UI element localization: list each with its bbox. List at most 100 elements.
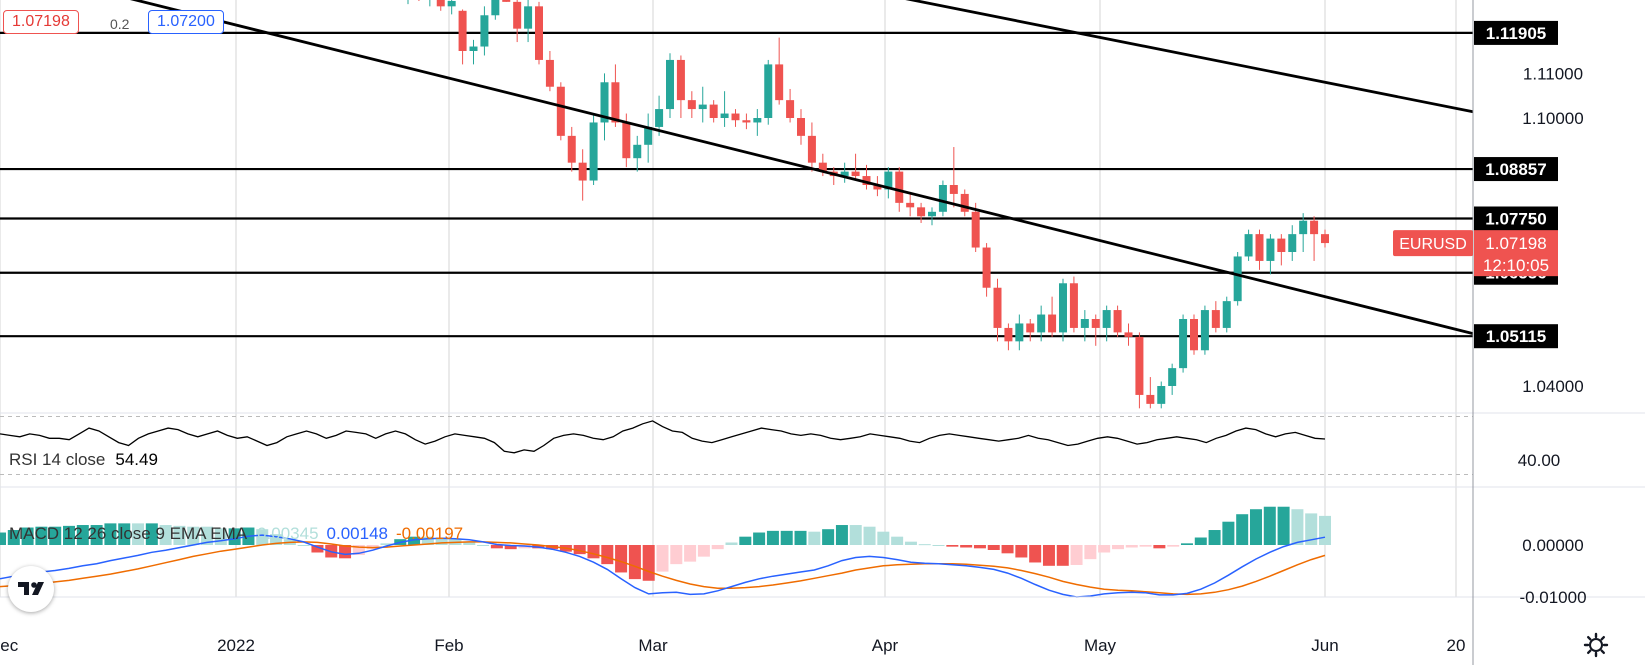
macd-histogram-bar bbox=[270, 534, 283, 545]
price-tick-label: 1.10000 bbox=[1522, 109, 1583, 128]
level-badge bbox=[1474, 20, 1558, 45]
trendline bbox=[129, 0, 1474, 335]
horizontal-levels[interactable] bbox=[0, 31, 1473, 338]
macd-histogram-bar bbox=[918, 544, 931, 546]
level-badge bbox=[1474, 206, 1558, 231]
macd-histogram-bar bbox=[187, 526, 200, 545]
time-axis[interactable]: Dec 2022 Feb Mar Apr May Jun 20 bbox=[0, 636, 1465, 655]
macd-histogram-bar bbox=[173, 525, 186, 545]
candle-body bbox=[622, 122, 631, 159]
macd-histogram-bar bbox=[201, 526, 214, 545]
macd-histogram-bar bbox=[1125, 545, 1138, 548]
candle-body bbox=[971, 211, 980, 248]
candle-body bbox=[873, 185, 882, 190]
time-tick-label: Mar bbox=[638, 636, 668, 655]
macd-histogram-value: 0.00345 bbox=[257, 524, 319, 543]
time-tick-label: Apr bbox=[872, 636, 899, 655]
macd-histogram-bar bbox=[435, 537, 448, 545]
candle-body bbox=[1102, 310, 1111, 328]
macd-histogram-bar bbox=[145, 523, 158, 545]
candle-body bbox=[982, 247, 991, 288]
macd-histogram-bar bbox=[628, 545, 641, 580]
candle-body bbox=[1266, 238, 1275, 261]
macd-histogram-bar bbox=[352, 545, 365, 555]
candle-body bbox=[1157, 386, 1166, 404]
candle-body bbox=[1211, 310, 1220, 328]
candle-body bbox=[1277, 238, 1286, 252]
candle-body bbox=[1299, 220, 1308, 235]
candle-body bbox=[524, 6, 533, 29]
time-tick-label: 2022 bbox=[217, 636, 255, 655]
macd-histogram-bar bbox=[932, 545, 945, 546]
candlesticks bbox=[407, 0, 1329, 409]
candle-body bbox=[600, 82, 609, 123]
candle-body bbox=[1222, 301, 1231, 328]
candle-body bbox=[611, 82, 620, 123]
candle-body bbox=[1179, 319, 1188, 369]
price-tick-label: 1.11000 bbox=[1523, 64, 1583, 83]
candle-body bbox=[1288, 234, 1297, 252]
macd-histogram-bar bbox=[90, 525, 103, 545]
candle-body bbox=[731, 113, 740, 121]
macd-histogram-bar bbox=[1070, 545, 1083, 565]
macd-histogram-bar bbox=[642, 545, 655, 581]
macd-histogram-bar bbox=[1029, 545, 1042, 563]
candle-body bbox=[753, 118, 762, 123]
gear-icon[interactable] bbox=[1583, 632, 1609, 658]
rsi-line bbox=[0, 420, 1326, 454]
candle-body bbox=[775, 64, 784, 101]
sell-price-button[interactable]: 1.07198 bbox=[3, 10, 79, 34]
candle-body bbox=[666, 59, 674, 110]
candle-body bbox=[545, 59, 554, 87]
macd-histogram-bar bbox=[656, 545, 669, 572]
macd-legend[interactable]: MACD 12 26 close 9 EMA EMA 0.00345 0.00148… bbox=[9, 524, 463, 544]
candle-body bbox=[556, 86, 565, 136]
tradingview-logo-icon[interactable] bbox=[8, 566, 54, 612]
countdown-label: 12:10:05 bbox=[1483, 256, 1549, 275]
candle-body bbox=[928, 211, 936, 217]
macd-histogram-bar bbox=[1153, 545, 1166, 549]
time-tick-label: Jun bbox=[1311, 636, 1338, 655]
price-axis[interactable]: 1.04000 1.10000 1.11000 1.11905 1.08857 1.077… bbox=[1393, 20, 1587, 607]
candle-body bbox=[458, 10, 467, 52]
macd-histogram-bar bbox=[408, 536, 421, 545]
candle-body bbox=[491, 0, 500, 16]
macd-histogram-bar bbox=[104, 523, 117, 545]
level-badge-label: 1.05115 bbox=[1486, 327, 1547, 346]
spread-value: 0.2 bbox=[110, 16, 130, 32]
macd-histogram-bar bbox=[1139, 545, 1152, 547]
macd-histogram-bar bbox=[822, 529, 835, 545]
rsi-legend[interactable]: RSI 14 close 54.49 bbox=[9, 450, 158, 470]
macd-histogram-bar bbox=[891, 536, 904, 545]
macd-signal-value: -0.00197 bbox=[396, 524, 464, 543]
macd-histogram-bar bbox=[159, 525, 172, 545]
candle-body bbox=[644, 126, 653, 145]
level-badge-label: 1.11905 bbox=[1486, 24, 1547, 43]
candle-body bbox=[1168, 368, 1177, 386]
macd-histogram-bar bbox=[1180, 543, 1193, 545]
buy-price-button[interactable]: 1.07200 bbox=[148, 10, 224, 34]
candle-body bbox=[578, 162, 587, 181]
candle-body bbox=[993, 287, 1002, 328]
candle-body bbox=[655, 109, 664, 127]
candle-body bbox=[698, 104, 707, 110]
macd-histogram-bar bbox=[490, 545, 503, 549]
candle-body bbox=[720, 113, 729, 118]
macd-tick-label: 0.00000 bbox=[1522, 536, 1583, 555]
macd-histogram-bar bbox=[987, 545, 1000, 550]
candle-body bbox=[1146, 394, 1155, 404]
trendlines[interactable] bbox=[0, 0, 1474, 335]
time-tick-label: May bbox=[1084, 636, 1117, 655]
macd-histogram-bar bbox=[297, 545, 310, 546]
macd-histogram-bar bbox=[739, 536, 752, 545]
macd-histogram-bar bbox=[835, 525, 848, 545]
candle-body bbox=[1048, 314, 1057, 333]
macd-histogram-bar bbox=[973, 545, 986, 549]
macd-histogram-bar bbox=[877, 531, 890, 545]
candle-body bbox=[567, 135, 576, 163]
macd-histogram-bar bbox=[697, 545, 710, 557]
candle-body bbox=[436, 0, 445, 7]
candle-body bbox=[447, 0, 456, 7]
